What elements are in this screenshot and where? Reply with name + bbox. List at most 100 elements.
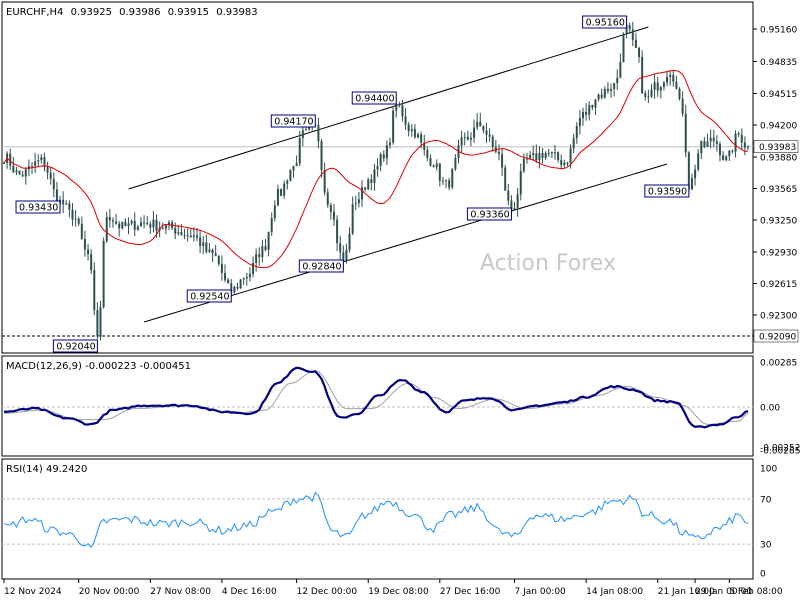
candle-body	[413, 129, 416, 138]
candle-body	[516, 194, 519, 208]
candle-body	[339, 243, 342, 253]
candle-body	[687, 152, 690, 190]
candle-body	[435, 163, 438, 168]
swing-label-box	[298, 259, 344, 273]
header-close: 0.93983	[216, 7, 257, 18]
candle-body	[224, 272, 227, 280]
candle-body	[360, 187, 363, 200]
moving-average-line	[3, 69, 749, 269]
candle-body	[342, 252, 345, 262]
candle-body	[463, 136, 466, 138]
candle-body	[578, 118, 581, 127]
candle-body	[12, 165, 15, 173]
candle-body	[304, 129, 307, 131]
swing-label-box	[186, 289, 232, 303]
candle-body	[348, 233, 351, 250]
candle-body	[603, 88, 606, 98]
candle-body	[653, 82, 656, 90]
rsi-axis: 100 70 30 0	[760, 465, 777, 580]
candle-body	[177, 232, 180, 234]
candle-body	[161, 227, 164, 229]
candle-body	[690, 178, 693, 190]
header-open: 0.93925	[71, 7, 112, 18]
price-axis: 0.95160 0.94835 0.94515 0.94200 0.93880 0.935…	[753, 26, 799, 343]
candle-body	[68, 203, 71, 210]
candle-body	[485, 130, 488, 135]
candle-body	[423, 142, 426, 150]
candle-body	[610, 89, 613, 91]
candle-body	[429, 158, 432, 166]
candle-body	[497, 151, 500, 155]
candle-body	[392, 110, 395, 143]
time-tick-label: 21 Jan 16:00	[658, 587, 715, 597]
candle-body	[426, 149, 429, 159]
candle-body	[616, 77, 619, 84]
candle-body	[233, 286, 236, 293]
candle-body	[625, 25, 628, 34]
candle-body	[712, 137, 715, 142]
candle-body	[622, 33, 625, 63]
candle-body	[382, 154, 385, 159]
candle-body	[669, 74, 672, 77]
macd-signal-line	[4, 370, 749, 425]
candle-body	[407, 124, 410, 132]
swing-label-box	[644, 184, 690, 198]
candle-body	[438, 163, 441, 181]
candle-body	[510, 200, 513, 210]
candle-body	[280, 189, 283, 196]
macd-tick-label: 0.00	[760, 404, 780, 414]
candle-body	[83, 238, 86, 250]
candle-body	[553, 151, 556, 153]
swing-labels: 0.93430 0.92040 0.92540 0.94170 0.92840 0.944…	[15, 15, 690, 353]
macd-panel[interactable]: MACD(12,26,9) -0.000223 -0.000451 0.0028…	[1, 355, 800, 457]
price-tick-label: 0.93880	[760, 154, 797, 164]
price-tick-label: 0.94200	[760, 122, 797, 132]
rsi-panel-frame	[1, 458, 754, 580]
rsi-line	[3, 491, 749, 549]
candle-body	[46, 166, 49, 173]
candle-body	[357, 199, 360, 204]
candle-body	[139, 222, 142, 227]
candle-body	[65, 203, 68, 205]
candle-body	[466, 136, 469, 140]
swing-label: 0.93590	[648, 187, 687, 198]
time-tick-label: 7 Jan 00:00	[515, 587, 567, 597]
watermark: Action Forex	[480, 251, 616, 276]
candle-body	[513, 207, 516, 210]
candle-body	[740, 134, 743, 143]
candle-body	[205, 242, 208, 252]
candle-body	[681, 98, 684, 114]
candle-body	[370, 179, 373, 183]
candle-body	[588, 105, 591, 115]
candle-body	[208, 249, 211, 252]
rsi-panel[interactable]: RSI(14) 49.2420 100 70 30 0	[1, 458, 777, 580]
candle-body	[519, 171, 522, 195]
candle-body	[301, 130, 304, 138]
candle-body	[538, 153, 541, 161]
price-panel[interactable]: EURCHF,H4 0.93925 0.93986 0.93915 0.9398…	[1, 1, 799, 354]
candle-body	[37, 160, 40, 162]
candle-body	[432, 165, 435, 168]
candle-body	[31, 165, 34, 167]
candle-body	[728, 150, 731, 157]
candle-body	[650, 89, 653, 97]
candle-body	[737, 133, 740, 135]
candle-body	[214, 253, 217, 256]
candle-body	[585, 111, 588, 115]
candle-body	[718, 143, 721, 156]
candle-body	[255, 254, 258, 263]
candle-body	[286, 180, 289, 184]
candle-body	[404, 116, 407, 125]
current-price-tag-box	[753, 140, 799, 153]
candle-body	[62, 199, 65, 205]
candle-body	[18, 170, 21, 175]
candle-body	[445, 180, 448, 182]
candle-body	[613, 83, 616, 90]
swing-label: 0.93430	[19, 203, 58, 214]
candle-body	[354, 203, 357, 205]
candle-body	[80, 223, 83, 239]
swing-label: 0.94170	[274, 117, 313, 128]
candle-body	[479, 121, 482, 127]
candle-body	[292, 165, 295, 171]
